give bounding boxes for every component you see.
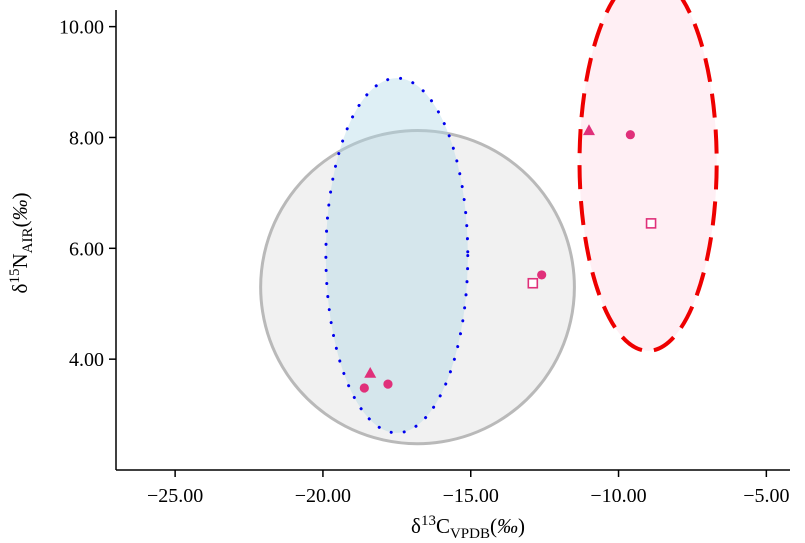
data-point-circle: [383, 379, 393, 389]
x-tick-label: −10.00: [590, 485, 646, 507]
data-point-circle: [359, 383, 369, 393]
y-tick-label: 10.00: [59, 17, 104, 39]
data-point-circle: [625, 130, 635, 140]
x-ticks: −25.00 −20.00 −15.00 −10.00 −5.00: [147, 470, 789, 507]
point-layer: [359, 124, 657, 393]
y-ticks: 4.00 6.00 8.00 10.00: [59, 17, 116, 371]
ellipse-dotted: [324, 76, 470, 435]
x-axis-title: δ13CVPDB(‰): [411, 513, 525, 542]
x-tick-label: −20.00: [295, 485, 351, 507]
ellipse-layer: [259, 0, 719, 446]
y-tick-label: 6.00: [69, 238, 104, 260]
y-tick-label: 4.00: [69, 349, 104, 371]
data-point-circle: [537, 270, 547, 280]
y-axis-title: δ15NAIR(‰): [7, 193, 36, 294]
data-point-triangle: [364, 367, 377, 378]
data-point-square: [645, 218, 657, 229]
x-tick-label: −5.00: [743, 485, 789, 507]
x-tick-label: −15.00: [443, 485, 499, 507]
data-point-triangle: [582, 124, 595, 136]
data-point-square: [527, 277, 539, 289]
axes: [115, 10, 790, 471]
x-tick-label: −25.00: [147, 485, 203, 507]
ellipse-solid: [259, 129, 576, 446]
y-tick-label: 8.00: [69, 127, 104, 149]
ellipse-dashed: [577, 0, 719, 353]
